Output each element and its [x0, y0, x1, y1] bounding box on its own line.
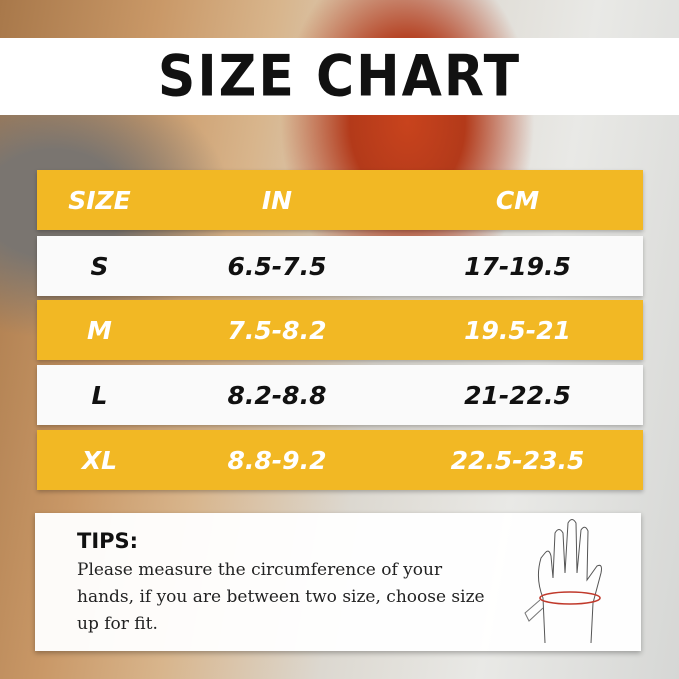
- cell-size: XL: [81, 445, 118, 475]
- cell-size: M: [87, 315, 112, 345]
- title-band: SIZE CHART: [0, 38, 679, 115]
- cell-in: 8.8-9.2: [227, 445, 327, 475]
- cell-in: 7.5-8.2: [227, 315, 327, 345]
- header-in: IN: [261, 185, 293, 215]
- table-row: XL 8.8-9.2 22.5-23.5: [37, 430, 643, 490]
- table-row: L 8.2-8.8 21-22.5: [37, 365, 643, 425]
- page-title: SIZE CHART: [157, 43, 522, 110]
- tips-text: Please measure the circumference of your…: [77, 560, 485, 634]
- header-cm: CM: [495, 185, 540, 215]
- tips-box: TIPS: Please measure the circumference o…: [35, 513, 641, 651]
- hand-measure-icon: [524, 519, 602, 644]
- table-header: SIZE IN CM: [37, 170, 643, 230]
- table-row: M 7.5-8.2 19.5-21: [37, 300, 643, 360]
- tips-heading: TIPS:: [77, 529, 139, 553]
- table-row: S 6.5-7.5 17-19.5: [37, 236, 643, 296]
- cell-size: L: [91, 380, 108, 410]
- cell-cm: 17-19.5: [464, 251, 571, 281]
- cell-cm: 19.5-21: [464, 315, 571, 345]
- cell-in: 6.5-7.5: [227, 251, 327, 281]
- cell-cm: 21-22.5: [464, 380, 571, 410]
- cell-in: 8.2-8.8: [227, 380, 327, 410]
- cell-cm: 22.5-23.5: [450, 445, 585, 475]
- cell-size: S: [90, 251, 109, 281]
- header-size: SIZE: [68, 185, 131, 215]
